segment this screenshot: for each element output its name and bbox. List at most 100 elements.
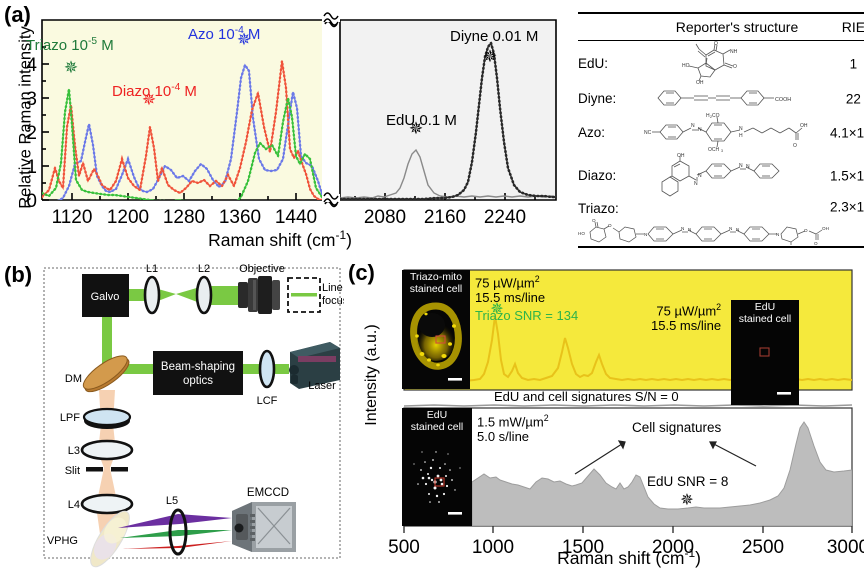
rie-table-panel: Reporter's structure RIE EdU: [572,0,864,256]
panel-c-ylabel: Intensity (a.u.) [363,285,381,465]
l3-label: L3 [68,445,80,457]
annot-diazo-tail: M [180,83,197,100]
lens-lcf [258,349,276,389]
top-power-sup: 2 [534,274,540,284]
vphg-label: VPHG [47,535,78,547]
emccd-label: EMCCD [247,487,289,499]
table-row: Triazo: 2.3×104 [578,197,864,216]
right-power-sup: 2 [716,302,722,312]
series-edu-cell [471,421,852,526]
series-edu [340,148,556,199]
panel-b: (b) Galvo L1 L [0,256,344,570]
table-row-triazo-structure: HO O O N N N N N N O O OH [578,216,864,248]
svg-text:N: N [698,173,702,179]
panel-c-xtick-500: 500 [388,537,420,558]
edu-snr-label: EdU SNR = 8 [647,474,729,489]
beam-shaping-label-2: optics [183,375,213,387]
setup-boundary [43,267,341,559]
top-power-main: 75 µW/µm [475,275,535,291]
panel-c-xlabel-main: Raman shift (cm [557,547,685,568]
svg-text:N: N [729,226,732,231]
row-label-diyne: Diyne: [578,90,617,106]
svg-text:OH: OH [696,80,704,85]
panel-a-xtick-1280: 1280 [163,207,205,228]
svg-text:N: N [688,227,691,232]
svg-text:HO: HO [578,231,585,236]
svg-text:O: O [592,218,596,223]
table-row: Diazo: [578,153,864,197]
panel-c-label: (c) [348,260,375,285]
panel-c-plot: 500 1000 1500 2000 2500 3000 ✵ ✵ [388,269,864,558]
l4-label: L4 [68,499,80,511]
svg-text:O: O [714,41,718,47]
annot-azo-tail: M [243,26,261,43]
star-edu-snr: ✵ [680,492,693,509]
svg-text:N: N [746,164,750,170]
svg-text:3: 3 [721,149,723,153]
panel-a-label: (a) [4,2,31,27]
laser-label: Laser [308,380,336,392]
vphg-grating [90,510,130,568]
beam-shaping-box [153,351,243,395]
dichroic-mirror [82,355,130,393]
l2-label: L2 [198,263,210,275]
slit-element [86,467,128,472]
bottom-power-text: 1.5 mW/µm2 5.0 s/line [477,411,549,444]
beam-l2-obj [208,286,240,305]
panel-a-ytick-0: 0 [26,191,37,212]
rie-value-azo: 4.1×103 [830,125,864,141]
svg-text:NC: NC [644,130,652,136]
panel-a-xtick-1120: 1120 [52,207,93,228]
lens-l1 [143,275,161,315]
rie-value-diyne: 22 [845,91,861,107]
annot-diazo-label: Diazo 10 [112,83,172,100]
structure-diazo: OH N N N N [661,153,780,197]
beam-shaping-label-1: Beam-shaping [161,361,235,373]
table-row: EdU: [578,41,864,85]
svg-text:N: N [694,181,698,187]
star-diyne: ✵ [483,47,497,66]
annot-triazo-sup: -5 [87,36,98,47]
svg-text:O: O [804,228,808,233]
svg-text:NH: NH [730,49,738,55]
inset-edu-bottom [402,408,472,526]
panel-a-ytick-3: 3 [26,89,37,110]
panel-a: (a) Relative Raman intensity [0,0,572,256]
svg-text:N: N [644,232,647,237]
objective-label: Objective [239,263,285,275]
annot-triazo-label: Triazo 10 [26,37,88,54]
bottom-power-line2: 5.0 s/line [477,429,530,445]
panel-c-xtick-2000: 2000 [652,537,694,558]
svg-text:H: H [706,113,710,119]
svg-text:N: N [698,127,702,133]
annot-diyne: Diyne 0.01 M [450,28,539,45]
panel-c-xlabel-sup: -1 [684,546,696,560]
l5-label: L5 [166,495,178,507]
svg-text:N: N [691,123,695,129]
rie-value-edu: 1 [849,56,858,72]
inset-edu-top-caption: EdU stained cell [731,301,799,325]
annot-azo: Azo 10-4 M [188,25,260,43]
row-label-azo: Azo: [578,124,606,140]
top-power-line2: 15.5 ms/line [475,290,546,306]
galvo-label: Galvo [91,291,120,303]
svg-text:OH: OH [677,153,685,159]
star-diazo: ✵ [142,90,156,109]
annot-diazo-sup: -4 [171,82,181,93]
table-header-row: Reporter's structure RIE [578,13,864,41]
table-header-blank [578,13,644,41]
lens-l4 [80,493,134,515]
svg-text:OH: OH [800,123,808,129]
inset-edu-bottom-line2: stained cell [410,420,464,433]
l1-label: L1 [146,263,158,275]
svg-text:H: H [739,133,743,139]
right-power-line2: 15.5 ms/line [651,318,722,334]
line-focus-box [287,277,321,313]
svg-text:COOH: COOH [775,97,791,103]
annot-edu: EdU 0.1 M [386,112,457,129]
inset-triazo-caption: Triazo-mito stained cell [402,271,470,295]
triazo-snr-text: Triazo SNR = 134 [475,308,579,323]
panel-a-xlabel: Raman shift (cm-1) [0,228,560,251]
galvo-box [82,274,129,317]
lens-l3 [80,439,134,461]
